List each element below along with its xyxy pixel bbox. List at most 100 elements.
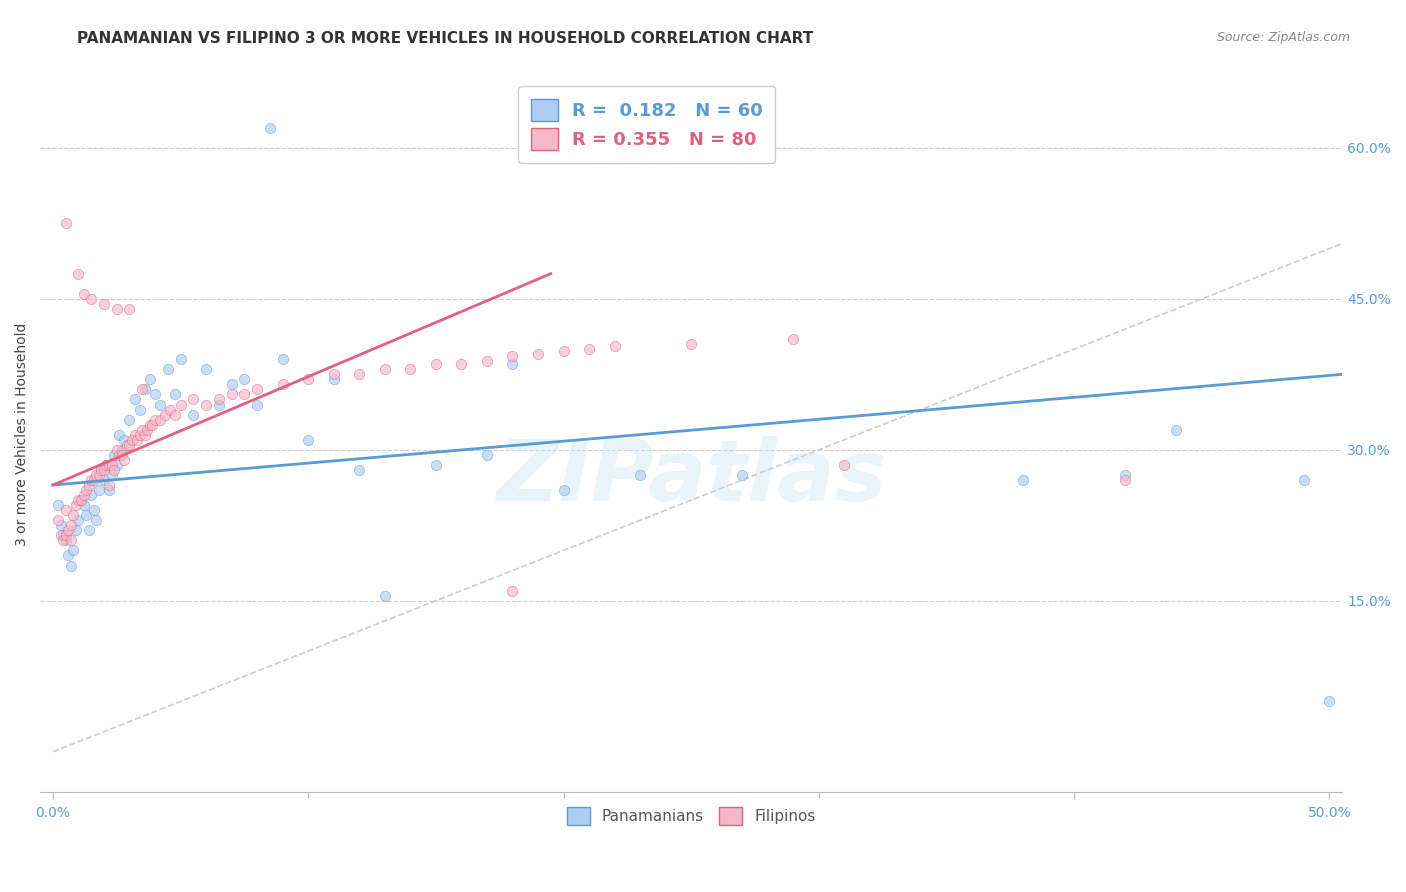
- Filipinos: [246, 383, 269, 397]
- Filipinos: [834, 458, 856, 472]
- Panamanians: [246, 397, 269, 411]
- Panamanians: [100, 467, 122, 482]
- Filipinos: [98, 458, 121, 472]
- Filipinos: [578, 342, 600, 356]
- Filipinos: [233, 387, 256, 401]
- Panamanians: [181, 408, 204, 422]
- Filipinos: [59, 533, 82, 548]
- Filipinos: [96, 458, 118, 472]
- Filipinos: [136, 423, 159, 437]
- Panamanians: [1114, 467, 1136, 482]
- Filipinos: [70, 493, 93, 508]
- Filipinos: [221, 387, 243, 401]
- Filipinos: [80, 292, 103, 306]
- Panamanians: [1166, 423, 1188, 437]
- Panamanians: [77, 524, 100, 538]
- Panamanians: [59, 558, 82, 573]
- Filipinos: [128, 427, 150, 442]
- Panamanians: [143, 387, 166, 401]
- Filipinos: [143, 412, 166, 426]
- Filipinos: [55, 216, 77, 230]
- Filipinos: [1114, 473, 1136, 487]
- Panamanians: [1319, 694, 1341, 708]
- Filipinos: [501, 583, 523, 598]
- Panamanians: [297, 433, 319, 447]
- Filipinos: [58, 524, 80, 538]
- Panamanians: [139, 372, 162, 386]
- Panamanians: [75, 508, 97, 523]
- Filipinos: [501, 349, 523, 363]
- Filipinos: [159, 402, 181, 417]
- Panamanians: [628, 467, 651, 482]
- Filipinos: [118, 438, 141, 452]
- Filipinos: [111, 448, 134, 462]
- Panamanians: [83, 503, 105, 517]
- Panamanians: [58, 549, 80, 563]
- Filipinos: [55, 503, 77, 517]
- Panamanians: [80, 488, 103, 502]
- Panamanians: [105, 458, 128, 472]
- Panamanians: [55, 533, 77, 548]
- Filipinos: [374, 362, 396, 376]
- Filipinos: [65, 498, 87, 512]
- Panamanians: [62, 543, 84, 558]
- Filipinos: [349, 368, 371, 382]
- Panamanians: [108, 427, 131, 442]
- Panamanians: [134, 383, 156, 397]
- Filipinos: [115, 438, 138, 452]
- Filipinos: [169, 397, 191, 411]
- Filipinos: [90, 463, 112, 477]
- Filipinos: [139, 417, 162, 432]
- Panamanians: [67, 513, 90, 527]
- Panamanians: [165, 387, 187, 401]
- Filipinos: [77, 478, 100, 492]
- Panamanians: [156, 362, 179, 376]
- Panamanians: [98, 483, 121, 497]
- Filipinos: [72, 286, 94, 301]
- Legend: Panamanians, Filipinos: Panamanians, Filipinos: [558, 797, 825, 834]
- Panamanians: [271, 352, 294, 367]
- Filipinos: [475, 354, 498, 368]
- Filipinos: [297, 372, 319, 386]
- Panamanians: [103, 448, 125, 462]
- Filipinos: [83, 473, 105, 487]
- Panamanians: [475, 448, 498, 462]
- Panamanians: [553, 483, 575, 497]
- Filipinos: [165, 408, 187, 422]
- Filipinos: [124, 427, 146, 442]
- Text: Source: ZipAtlas.com: Source: ZipAtlas.com: [1216, 31, 1350, 45]
- Y-axis label: 3 or more Vehicles in Household: 3 or more Vehicles in Household: [15, 323, 30, 547]
- Filipinos: [93, 297, 115, 311]
- Filipinos: [681, 337, 703, 351]
- Filipinos: [93, 463, 115, 477]
- Filipinos: [134, 427, 156, 442]
- Filipinos: [67, 493, 90, 508]
- Filipinos: [131, 383, 153, 397]
- Filipinos: [118, 301, 141, 316]
- Filipinos: [603, 339, 626, 353]
- Panamanians: [96, 458, 118, 472]
- Filipinos: [527, 347, 550, 361]
- Panamanians: [112, 433, 135, 447]
- Filipinos: [782, 332, 804, 346]
- Filipinos: [55, 528, 77, 542]
- Filipinos: [450, 357, 472, 371]
- Panamanians: [322, 372, 344, 386]
- Filipinos: [127, 433, 149, 447]
- Panamanians: [1292, 473, 1315, 487]
- Filipinos: [46, 513, 69, 527]
- Panamanians: [169, 352, 191, 367]
- Filipinos: [112, 453, 135, 467]
- Filipinos: [131, 423, 153, 437]
- Filipinos: [105, 301, 128, 316]
- Filipinos: [98, 478, 121, 492]
- Filipinos: [271, 377, 294, 392]
- Panamanians: [93, 473, 115, 487]
- Panamanians: [425, 458, 447, 472]
- Filipinos: [322, 368, 344, 382]
- Filipinos: [425, 357, 447, 371]
- Filipinos: [105, 442, 128, 457]
- Panamanians: [49, 518, 72, 533]
- Panamanians: [1012, 473, 1035, 487]
- Panamanians: [87, 483, 110, 497]
